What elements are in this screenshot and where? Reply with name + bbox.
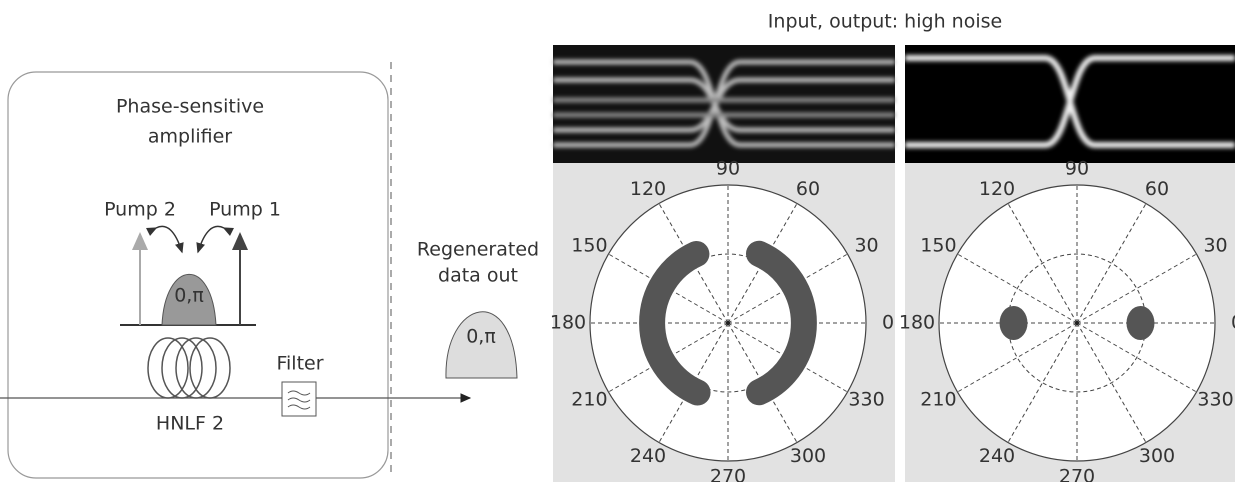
signal-label: 0,π (174, 285, 204, 307)
angle-label: 240 (979, 445, 1015, 467)
angle-label: 0 (1231, 312, 1235, 334)
amplifier-title: amplifier (148, 126, 232, 148)
angle-label: 90 (1065, 158, 1089, 180)
angle-label: 90 (716, 158, 740, 180)
constellation-cloud (1000, 306, 1028, 340)
angle-label: 60 (796, 178, 820, 200)
pump-label: Pump 2 (104, 199, 176, 221)
angle-label: 210 (571, 389, 607, 411)
amplifier-title: Phase-sensitive (116, 96, 264, 118)
angle-label: 300 (790, 445, 826, 467)
coupling-arrow (198, 226, 224, 252)
constellation-cloud (1126, 306, 1154, 340)
fiber-label: HNLF 2 (156, 413, 224, 435)
angle-label: 330 (848, 389, 884, 411)
angle-label: 120 (630, 178, 666, 200)
output-label: data out (438, 265, 518, 287)
pump-label: Pump 1 (209, 199, 281, 221)
output-signal: 0,π (466, 326, 496, 348)
angle-label: 330 (1197, 389, 1233, 411)
polar-origin (726, 321, 730, 325)
polar-origin (1075, 321, 1079, 325)
angle-label: 210 (920, 389, 956, 411)
angle-label: 0 (882, 312, 894, 334)
coupling-arrow (156, 226, 182, 252)
angle-label: 60 (1145, 178, 1169, 200)
angle-label: 270 (710, 466, 746, 482)
angle-label: 240 (630, 445, 666, 467)
output-label: Regenerated (417, 239, 539, 261)
filter-label: Filter (276, 353, 323, 375)
figure: Input, output: high noise Phase-sensitiv… (0, 0, 1235, 482)
angle-label: 120 (979, 178, 1015, 200)
angle-label: 180 (899, 312, 935, 334)
angle-label: 30 (854, 235, 878, 257)
figure-title: Input, output: high noise (768, 11, 1002, 33)
angle-label: 180 (550, 312, 586, 334)
angle-label: 150 (920, 235, 956, 257)
angle-label: 300 (1139, 445, 1175, 467)
fiber-coil (148, 338, 230, 398)
angle-label: 30 (1203, 235, 1227, 257)
angle-label: 150 (571, 235, 607, 257)
filter-box (282, 382, 316, 416)
angle-label: 270 (1059, 466, 1095, 482)
